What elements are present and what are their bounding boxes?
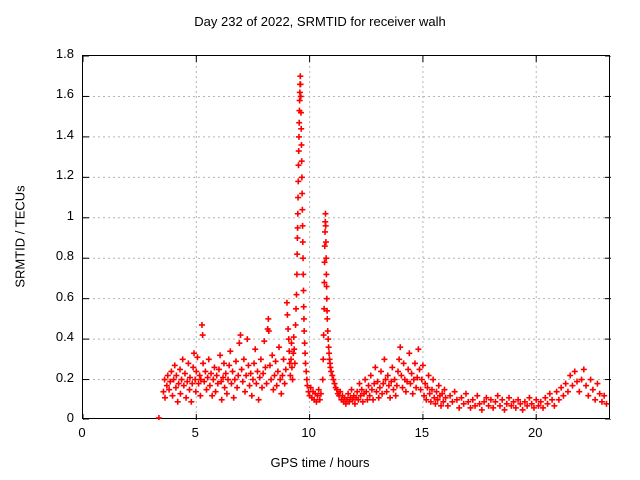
- scatter-plot-canvas: [83, 56, 611, 420]
- plot-area: [82, 55, 611, 420]
- axis-ticks: [83, 56, 611, 420]
- data-points-layer: [155, 73, 610, 420]
- y-tick-label: 1.6: [55, 86, 74, 102]
- x-tick-label: 0: [78, 425, 86, 440]
- y-tick-label: 0: [66, 410, 74, 425]
- x-tick-label: 15: [414, 425, 430, 440]
- y-tick-label: 1.8: [55, 46, 74, 61]
- chart-title: Day 232 of 2022, SRMTID for receiver wal…: [194, 14, 446, 29]
- y-tick-label: 0.6: [55, 288, 74, 304]
- gridlines: [83, 56, 611, 420]
- y-tick-label: 0.8: [55, 248, 74, 264]
- y-tick-label: 1: [66, 207, 74, 223]
- x-tick-label: 10: [301, 425, 316, 440]
- y-tick-label: 0.4: [55, 329, 74, 345]
- x-axis-label: GPS time / hours: [270, 455, 370, 470]
- x-tick-label: 20: [527, 425, 543, 440]
- y-tick-label: 1.4: [55, 126, 74, 142]
- y-tick-label: 1.2: [55, 167, 74, 183]
- y-tick-label: 0.2: [55, 369, 74, 385]
- x-tick-label: 5: [191, 425, 199, 440]
